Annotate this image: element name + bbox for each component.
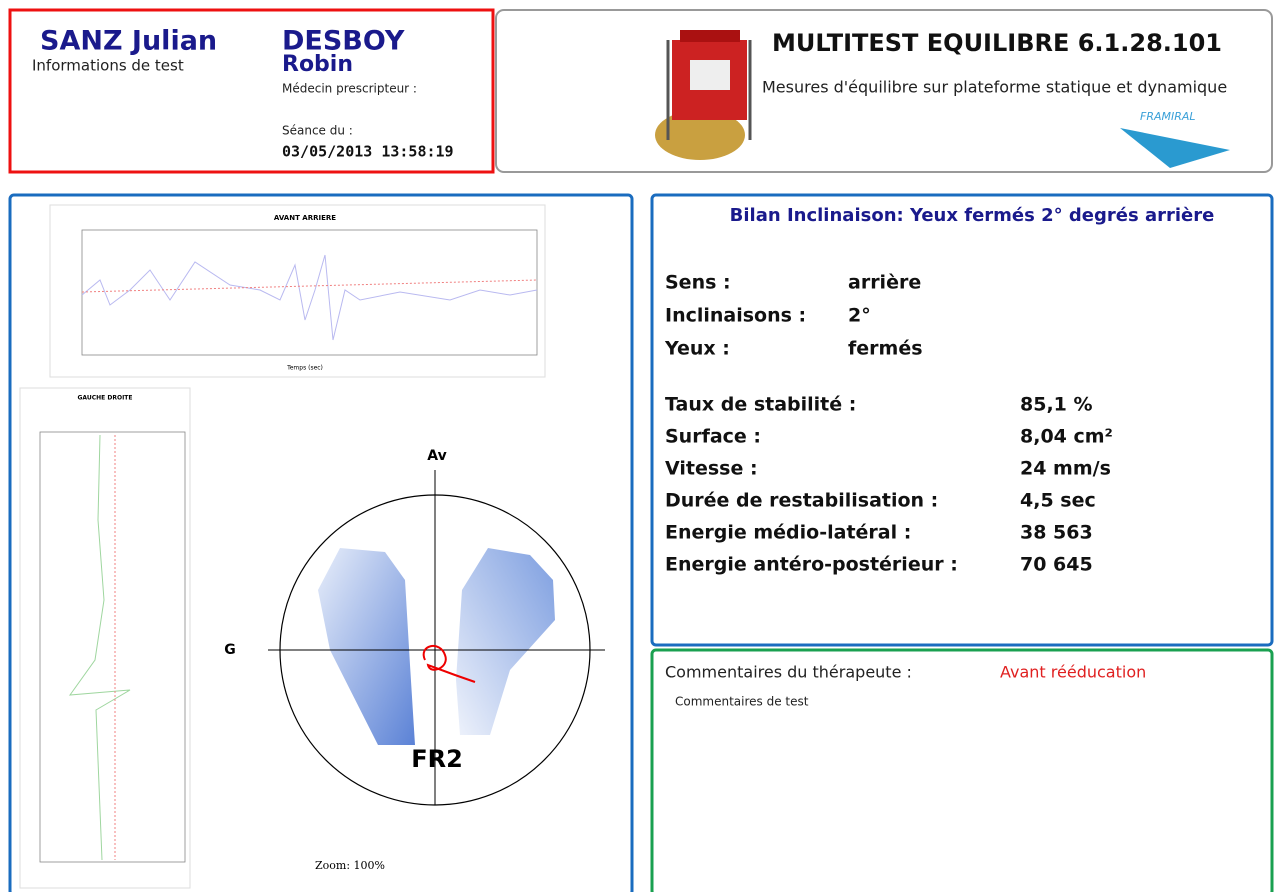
session-date: 03/05/2013 13:58:19	[282, 143, 454, 161]
comments-status: Avant rééducation	[1000, 663, 1146, 682]
stat-value: 8,04 cm²	[1020, 426, 1113, 448]
ml-title: GAUCHE DROITE	[78, 395, 133, 402]
doctor-last: DESBOY	[282, 26, 405, 57]
stat-value: 70 645	[1020, 554, 1093, 576]
stat-label: Surface :	[665, 426, 761, 448]
param-label: Yeux :	[664, 338, 730, 360]
ap-chart	[49, 204, 546, 378]
app-subtitle: Mesures d'équilibre sur plateforme stati…	[762, 78, 1227, 97]
left-foot	[318, 548, 415, 745]
summary-title: Bilan Inclinaison: Yeux fermés 2° degrés…	[730, 205, 1215, 226]
stat-label: Energie médio-latéral :	[665, 522, 911, 544]
sway-trace	[422, 645, 476, 683]
doctor-first: Robin	[282, 52, 353, 77]
param-value: arrière	[848, 272, 921, 294]
app-title: MULTITEST EQUILIBRE 6.1.28.101	[772, 29, 1222, 57]
ap-plot	[81, 229, 538, 356]
comments-text: Commentaires de test	[675, 695, 809, 709]
patient-box	[8, 8, 495, 174]
left-label: G	[224, 642, 236, 658]
ap-title: AVANT ARRIERE	[274, 214, 336, 222]
ap-x-label: Temps (sec)	[286, 365, 323, 372]
ap-trace	[81, 254, 538, 341]
stat-value: 85,1 %	[1020, 394, 1093, 416]
stat-label: Vitesse :	[665, 458, 758, 480]
stat-label: Taux de stabilité :	[665, 394, 856, 416]
ml-plot	[39, 431, 186, 863]
summary-panel	[650, 193, 1274, 647]
platform-code: FR2	[411, 745, 463, 773]
front-label: Av	[427, 448, 446, 464]
stat-label: Durée de restabilisation :	[665, 490, 938, 512]
info: Informations de test	[32, 57, 184, 75]
stat-value: 4,5 sec	[1020, 490, 1096, 512]
comments-panel	[650, 648, 1274, 892]
ml-trace	[68, 434, 131, 861]
stat-value: 38 563	[1020, 522, 1093, 544]
machine-logo	[655, 30, 752, 160]
param-value: 2°	[848, 305, 871, 327]
stat-label: Energie antéro-postérieur :	[665, 554, 958, 576]
brand-logo	[1120, 128, 1230, 168]
param-label: Sens :	[665, 272, 731, 294]
param-value: fermés	[848, 338, 923, 360]
patient-name: SANZ Julian	[40, 26, 217, 57]
doctor-label: Médecin prescripteur :	[282, 82, 417, 96]
ml-chart	[19, 387, 191, 889]
zoom: Zoom: 100%	[315, 859, 385, 872]
right-foot	[456, 548, 555, 735]
session-label: Séance du :	[282, 124, 353, 138]
comments-label: Commentaires du thérapeute :	[665, 663, 912, 682]
param-label: Inclinaisons :	[665, 305, 806, 327]
stat-value: 24 mm/s	[1020, 458, 1111, 480]
brand: FRAMIRAL	[1140, 110, 1196, 123]
